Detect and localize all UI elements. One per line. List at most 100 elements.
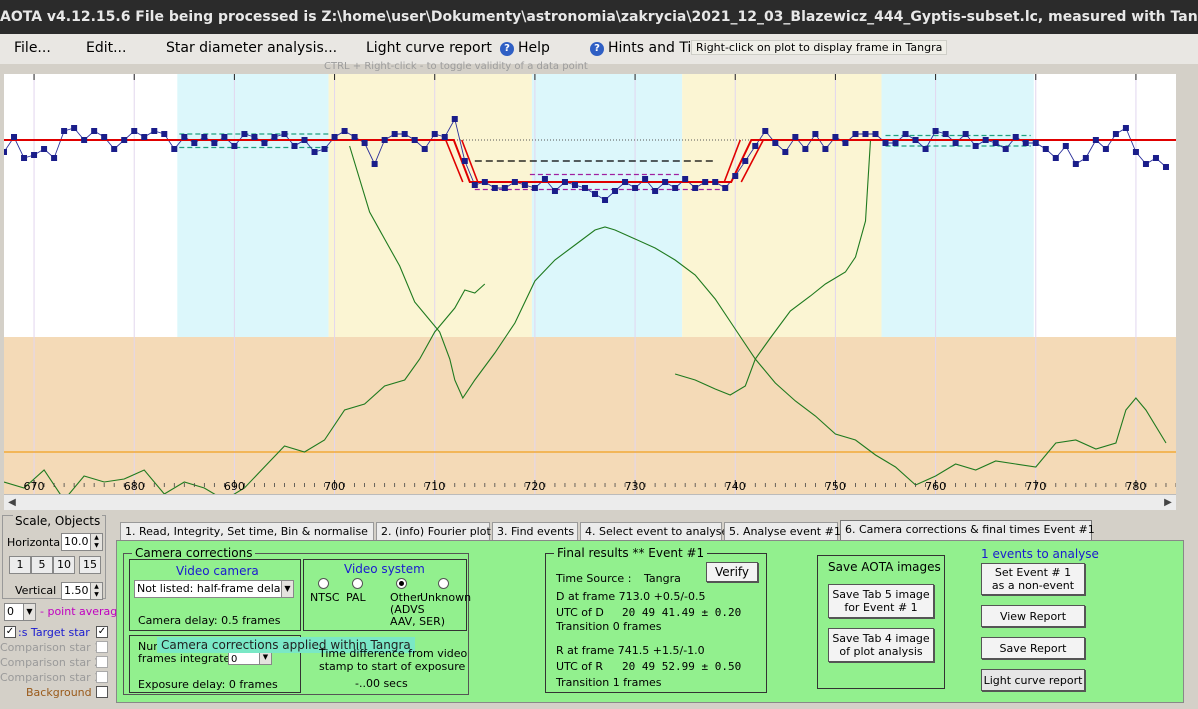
scroll-right-icon[interactable]: ▶ bbox=[1164, 497, 1172, 508]
data-point-114 bbox=[1142, 161, 1149, 167]
data-point-101 bbox=[1012, 134, 1019, 140]
data-point-3 bbox=[31, 152, 38, 158]
other-radio[interactable] bbox=[396, 578, 407, 589]
vertical-scale-spinner[interactable]: 1.50 ▲ ▼ bbox=[61, 582, 103, 600]
spinner-arrows-icon[interactable]: ▲ ▼ bbox=[90, 583, 102, 599]
data-point-92 bbox=[922, 146, 929, 152]
utc-d-value: 20 49 41.49 ± 0.20 bbox=[622, 606, 742, 619]
data-point-94 bbox=[942, 131, 949, 137]
data-point-28 bbox=[281, 131, 288, 137]
data-point-95 bbox=[952, 140, 959, 146]
data-point-98 bbox=[982, 137, 989, 143]
menu-edit[interactable]: Edit... bbox=[86, 40, 127, 56]
data-point-86 bbox=[862, 131, 869, 137]
data-point-68 bbox=[682, 176, 689, 182]
comparison-star-2-checkbox[interactable] bbox=[96, 656, 108, 668]
tab-read-integrity[interactable]: 1. Read, Integrity, Set time, Bin & norm… bbox=[120, 522, 374, 540]
data-point-29 bbox=[291, 143, 298, 149]
light-curve-report-button[interactable]: Light curve report bbox=[981, 669, 1085, 691]
save-report-button[interactable]: Save Report bbox=[981, 637, 1085, 659]
menu-help[interactable]: ? Help bbox=[500, 40, 550, 56]
data-point-25 bbox=[251, 134, 258, 140]
data-point-14 bbox=[141, 134, 148, 140]
data-point-106 bbox=[1062, 143, 1069, 149]
shaded-region-0 bbox=[177, 74, 329, 337]
set-non-event-button[interactable]: Set Event # 1 as a non-event bbox=[981, 563, 1085, 595]
chevron-down-icon[interactable]: ▼ bbox=[23, 604, 35, 620]
model-edge-d-early bbox=[445, 139, 464, 183]
data-point-19 bbox=[191, 140, 198, 146]
data-point-16 bbox=[161, 131, 168, 137]
light-curve-chart[interactable]: 670 680 690 700 710 720 730 740 750 760 770 780 bbox=[4, 74, 1176, 494]
time-diff-value: -..00 secs bbox=[355, 677, 408, 690]
scale-button-15[interactable]: 15 bbox=[79, 556, 101, 574]
plot-horizontal-scrollbar[interactable]: ◀ ▶ bbox=[4, 494, 1176, 510]
data-point-11 bbox=[111, 146, 118, 152]
tab-find-events[interactable]: 3. Find events bbox=[492, 522, 578, 540]
tab-strip: 1. Read, Integrity, Set time, Bin & norm… bbox=[116, 520, 1184, 540]
background-checkbox[interactable] bbox=[96, 686, 108, 698]
data-point-82 bbox=[822, 146, 829, 152]
menu-star-diameter[interactable]: Star diameter analysis... bbox=[166, 40, 338, 56]
data-point-31 bbox=[311, 149, 318, 155]
point-average-value: 0 bbox=[7, 605, 14, 618]
data-point-65 bbox=[652, 188, 659, 194]
data-point-53 bbox=[531, 185, 538, 191]
light-curve-plot[interactable]: 670 680 690 700 710 720 730 740 750 760 770 780 bbox=[4, 74, 1176, 494]
vertical-scale-value: 1.50 bbox=[64, 584, 89, 597]
tab-select-event[interactable]: 4. Select event to analyse bbox=[580, 522, 728, 540]
camera-corrections-panel: Camera corrections Video camera Not list… bbox=[116, 540, 1184, 703]
scale-button-10[interactable]: 10 bbox=[53, 556, 75, 574]
target-star-checkbox[interactable]: ✓ bbox=[96, 626, 108, 638]
pal-label: PAL bbox=[346, 591, 366, 604]
scale-button-5[interactable]: 5 bbox=[31, 556, 53, 574]
other-detail-2: AAV, SER) bbox=[390, 615, 446, 628]
comparison-star-1-label: Comparison star 1 bbox=[0, 641, 102, 654]
view-report-button[interactable]: View Report bbox=[981, 605, 1085, 627]
verify-button[interactable]: Verify bbox=[706, 562, 758, 582]
x-tick-label-6: 730 bbox=[625, 480, 646, 493]
data-point-60 bbox=[602, 197, 609, 203]
tab-fourier-plot[interactable]: 2. (info) Fourier plot bbox=[376, 522, 491, 540]
unknown-radio[interactable] bbox=[438, 578, 449, 589]
scroll-left-icon[interactable]: ◀ bbox=[8, 497, 16, 508]
x-tick-label-9: 760 bbox=[925, 480, 946, 493]
data-point-46 bbox=[461, 158, 468, 164]
point-average-select[interactable]: 0 ▼ bbox=[4, 603, 36, 621]
data-point-52 bbox=[521, 182, 528, 188]
target-star-visible-checkbox[interactable]: ✓ bbox=[4, 626, 16, 638]
set-non-event-line-1: Set Event # 1 bbox=[994, 566, 1072, 579]
data-point-55 bbox=[551, 188, 558, 194]
time-diff-line-2: stamp to start of exposure bbox=[319, 660, 466, 673]
comparison-star-1-checkbox[interactable] bbox=[96, 641, 108, 653]
horizontal-scale-spinner[interactable]: 10.0 ▲ ▼ bbox=[61, 533, 103, 551]
plot-side-strip bbox=[1176, 74, 1198, 510]
time-diff-line-1: Time difference from video bbox=[319, 647, 468, 660]
data-point-58 bbox=[581, 185, 588, 191]
x-tick-label-8: 750 bbox=[825, 480, 846, 493]
menu-hints[interactable]: ? Hints and Tips bbox=[590, 40, 708, 56]
model-line bbox=[4, 139, 1176, 183]
data-point-24 bbox=[241, 131, 248, 137]
pal-radio[interactable] bbox=[352, 578, 363, 589]
scale-button-1[interactable]: 1 bbox=[9, 556, 31, 574]
data-point-111 bbox=[1112, 131, 1119, 137]
spinner-arrows-icon[interactable]: ▲ ▼ bbox=[90, 534, 102, 550]
tab-camera-corrections[interactable]: 6. Camera corrections & final times Even… bbox=[840, 520, 1095, 540]
ntsc-radio[interactable] bbox=[318, 578, 329, 589]
menu-light-curve-report[interactable]: Light curve report bbox=[366, 40, 492, 56]
chevron-down-icon[interactable]: ▼ bbox=[259, 651, 271, 664]
data-point-63 bbox=[632, 185, 639, 191]
data-point-84 bbox=[842, 140, 849, 146]
menu-file[interactable]: File... bbox=[14, 40, 51, 56]
save-tab5-image-button[interactable]: Save Tab 5 image for Event # 1 bbox=[828, 584, 934, 618]
secondary-curve-b bbox=[4, 283, 486, 494]
save-tab4-line-1: Save Tab 4 image bbox=[832, 632, 930, 645]
data-point-38 bbox=[381, 137, 388, 143]
data-point-5 bbox=[51, 155, 58, 161]
camera-select[interactable]: Not listed: half-frame delay ▼ bbox=[134, 580, 294, 598]
save-tab4-image-button[interactable]: Save Tab 4 image of plot analysis bbox=[828, 628, 934, 662]
chevron-down-icon[interactable]: ▼ bbox=[281, 581, 293, 597]
comparison-star-3-checkbox[interactable] bbox=[96, 671, 108, 683]
tab-analyse-event[interactable]: 5. Analyse event #1 bbox=[724, 522, 841, 540]
